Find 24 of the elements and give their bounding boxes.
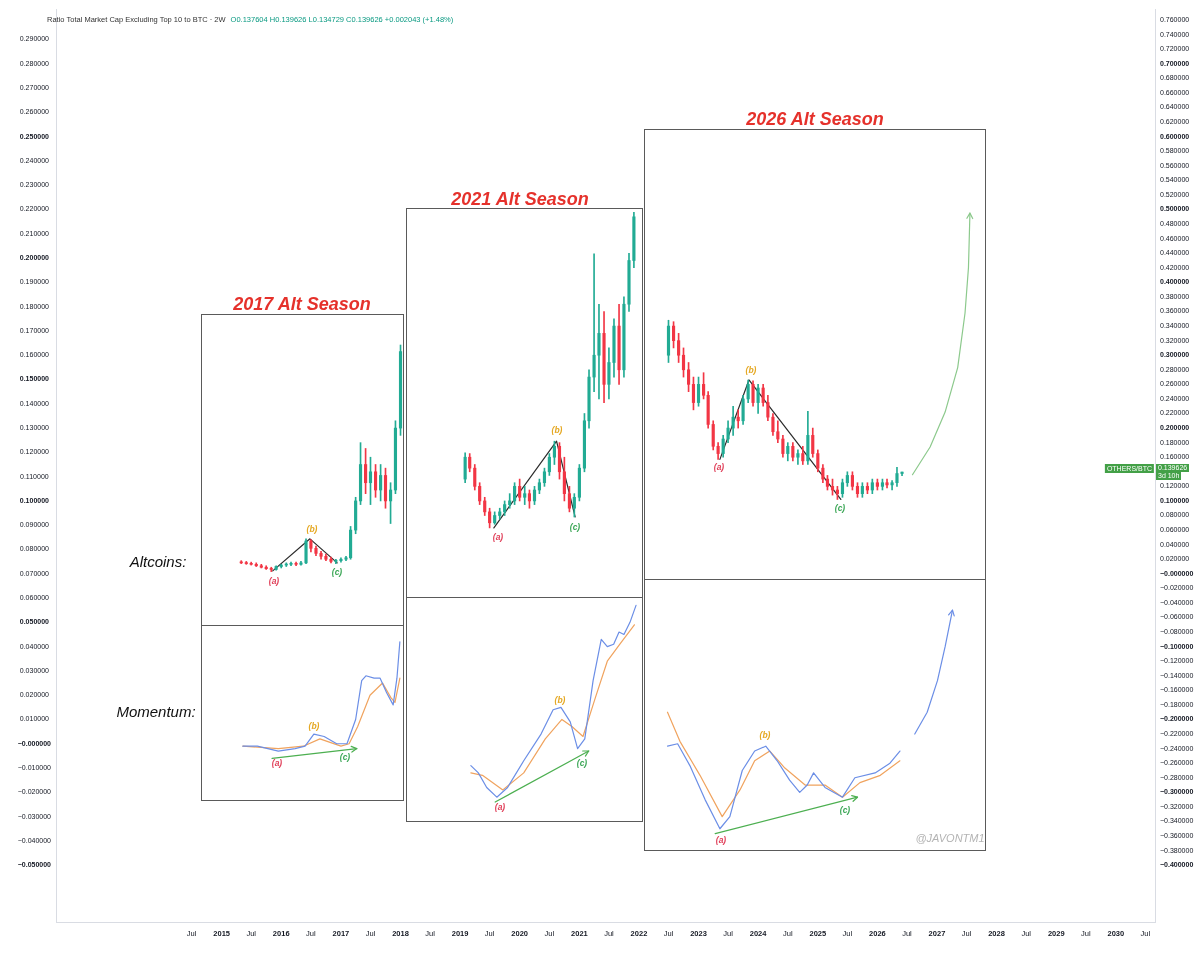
annotation: (c) bbox=[331, 567, 343, 577]
annotation: (a) bbox=[268, 576, 280, 586]
annotation: (b) bbox=[551, 425, 563, 435]
annotation: (c) bbox=[339, 752, 351, 762]
annotation: (a) bbox=[715, 835, 727, 845]
annotation: (c) bbox=[569, 522, 581, 532]
annotation: (b) bbox=[554, 695, 566, 705]
annotation: (a) bbox=[271, 758, 283, 768]
annotation: 2021 Alt Season bbox=[451, 188, 589, 210]
annotation: (b) bbox=[745, 365, 757, 375]
annotation: (c) bbox=[839, 805, 851, 815]
annotation: @JAVONTM1 bbox=[915, 832, 985, 844]
annotation: Altcoins: bbox=[129, 552, 187, 570]
annotation: (a) bbox=[494, 802, 506, 812]
annotation: (a) bbox=[713, 462, 725, 472]
annotation: Momentum: bbox=[116, 702, 196, 720]
annotation: (b) bbox=[308, 721, 320, 731]
annotation: (a) bbox=[492, 532, 504, 542]
annotation: (b) bbox=[759, 730, 771, 740]
annotation: (b) bbox=[306, 524, 318, 534]
annotation: (c) bbox=[576, 758, 588, 768]
annotation: 2026 Alt Season bbox=[746, 108, 884, 130]
annotation: 2017 Alt Season bbox=[233, 293, 371, 315]
annotation: (c) bbox=[834, 503, 846, 513]
